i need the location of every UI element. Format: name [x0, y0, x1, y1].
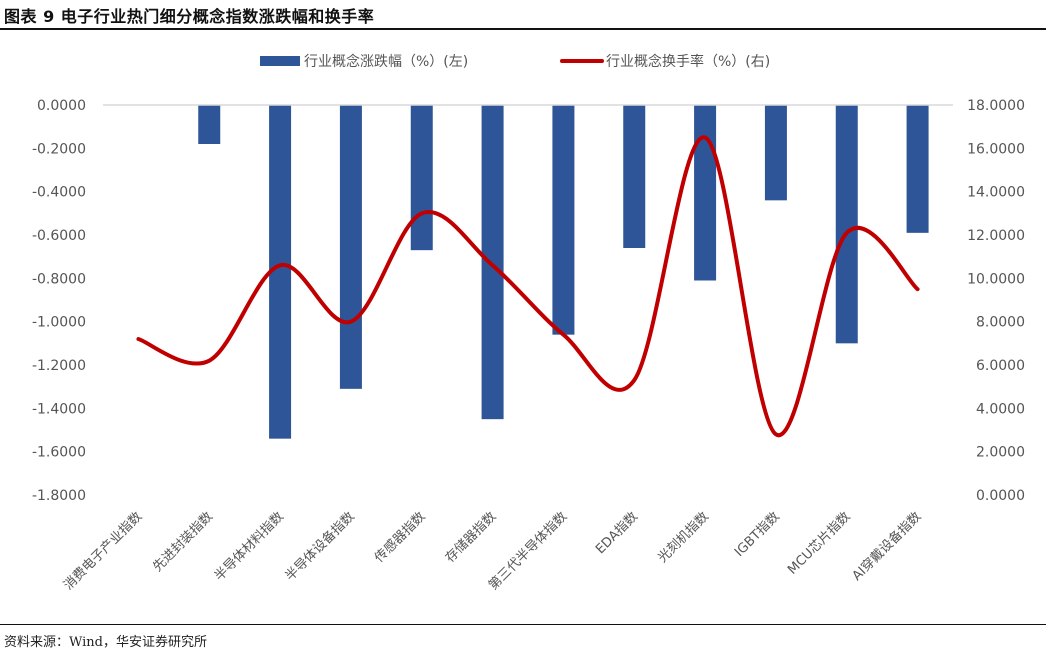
bar: [198, 105, 221, 144]
bar: [694, 105, 717, 281]
right-tick-label: 18.0000: [967, 98, 1025, 114]
source-note: 资料来源：Wind，华安证券研究所: [4, 635, 207, 650]
category-label: 先进封装指数: [150, 509, 216, 575]
category-label: MCU芯片指数: [785, 509, 853, 577]
left-tick-label: -0.4000: [32, 185, 86, 201]
title-rule: [0, 28, 1046, 30]
category-label: 第三代半导体指数: [486, 509, 570, 593]
legend-line-label: 行业概念换手率（%）(右): [606, 53, 770, 70]
left-axis: 0.0000 -0.2000 -0.4000 -0.6000 -0.8000 -1.000…: [32, 98, 86, 504]
footer-rule: [0, 624, 1046, 625]
bar: [410, 105, 433, 251]
bar: [835, 105, 858, 344]
left-tick-label: -1.4000: [32, 401, 86, 417]
left-tick-label: -0.6000: [32, 228, 86, 244]
left-tick-label: -0.8000: [32, 271, 86, 287]
left-tick-label: -1.2000: [32, 358, 86, 374]
bar: [481, 105, 504, 420]
right-tick-label: 12.0000: [967, 228, 1025, 244]
category-label: 半导体材料指数: [212, 509, 287, 584]
turnover-line: [136, 135, 920, 438]
bar: [906, 105, 929, 233]
left-tick-label: -1.8000: [32, 488, 86, 504]
right-axis: 18.0000 16.0000 14.0000 12.0000 10.0000 8.000…: [967, 98, 1025, 504]
line-series: [136, 135, 920, 438]
left-tick-label: -1.0000: [32, 315, 86, 331]
right-tick-label: 4.0000: [976, 401, 1025, 417]
left-tick-label: 0.0000: [37, 98, 86, 114]
right-tick-label: 8.0000: [976, 315, 1025, 331]
bar: [623, 105, 646, 248]
legend-bar-label: 行业概念涨跌幅（%）(左): [304, 53, 468, 70]
category-label: 消费电子产业指数: [61, 509, 145, 593]
category-label: 存储器指数: [443, 509, 500, 566]
bar: [339, 105, 362, 389]
legend: 行业概念涨跌幅（%）(左) 行业概念换手率（%）(右): [260, 53, 770, 70]
bar: [269, 105, 292, 439]
bar-series: [198, 105, 929, 439]
category-label: EDA指数: [593, 509, 641, 557]
bar: [552, 105, 575, 335]
category-label: 光刻机指数: [655, 509, 712, 566]
bar: [764, 105, 787, 201]
combo-chart: 行业概念涨跌幅（%）(左) 行业概念换手率（%）(右) 0.0000 -0.2000…: [32, 53, 1025, 594]
right-tick-label: 0.0000: [976, 488, 1025, 504]
left-tick-label: -1.6000: [32, 445, 86, 461]
category-label: AI穿戴设备指数: [849, 509, 924, 584]
category-label: 半导体设备指数: [282, 509, 358, 585]
figure-title: 图表 9 电子行业热门细分概念指数涨跌幅和换手率: [4, 7, 375, 26]
left-tick-label: -0.2000: [32, 141, 86, 157]
category-label: 传感器指数: [371, 509, 428, 566]
right-tick-label: 14.0000: [967, 185, 1025, 201]
right-tick-label: 10.0000: [967, 271, 1025, 287]
right-tick-label: 6.0000: [976, 358, 1025, 374]
right-tick-label: 2.0000: [976, 445, 1025, 461]
legend-bar-swatch: [260, 56, 300, 66]
category-label: IGBT指数: [732, 509, 783, 560]
right-tick-label: 16.0000: [967, 141, 1025, 157]
